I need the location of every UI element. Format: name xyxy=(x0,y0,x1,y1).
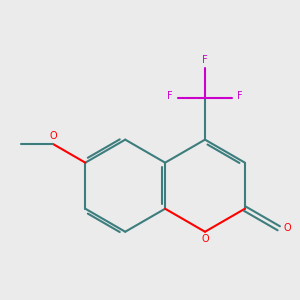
Text: F: F xyxy=(237,91,243,101)
Text: O: O xyxy=(283,223,291,233)
Text: F: F xyxy=(202,55,208,65)
Text: F: F xyxy=(167,91,173,101)
Text: O: O xyxy=(201,234,209,244)
Text: O: O xyxy=(50,131,57,141)
